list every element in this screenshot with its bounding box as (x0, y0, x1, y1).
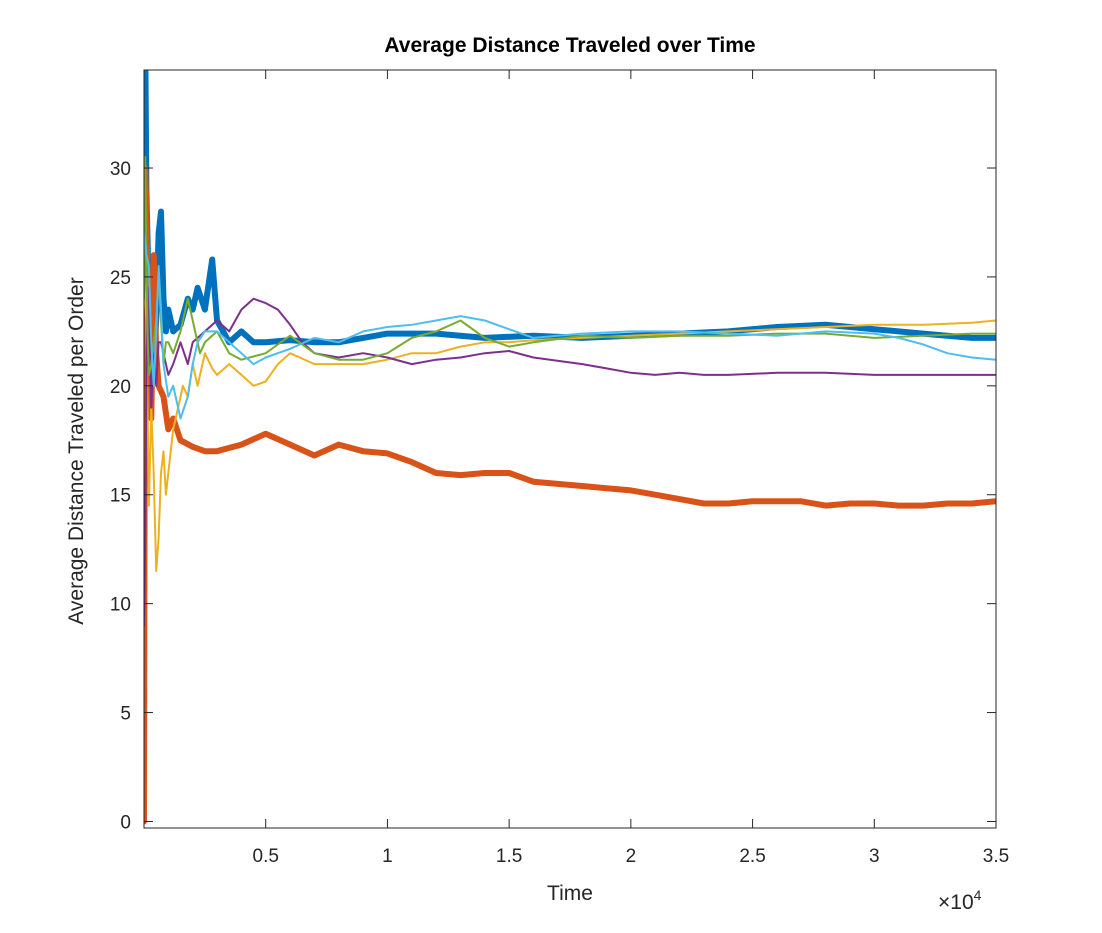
x-tick-label: 3.5 (983, 846, 1009, 867)
x-tick-label: 1 (382, 846, 393, 867)
x-ticks: 0.5 1 1.5 2 2.5 3 3.5 (253, 70, 1009, 867)
y-tick-label: 15 (110, 486, 131, 507)
axes-box (143, 69, 997, 829)
y-tick-label: 25 (110, 268, 131, 289)
plot-area (144, 70, 996, 828)
x-exponent-label: ×104 (938, 887, 982, 914)
y-tick-label: 20 (110, 377, 131, 398)
series-line-6 (144, 232, 996, 420)
x-tick-label: 2 (626, 846, 637, 867)
y-tick-label: 30 (110, 159, 131, 180)
y-axis-label: Average Distance Traveled per Order (65, 277, 88, 624)
x-exponent-base: ×10 (938, 891, 974, 914)
series-line-3 (144, 275, 996, 572)
series-line-2 (144, 165, 996, 825)
x-tick-label: 0.5 (253, 846, 279, 867)
x-tick-label: 2.5 (739, 846, 765, 867)
series-layer (144, 70, 996, 825)
y-ticks: 0 5 10 15 20 25 30 (110, 159, 996, 833)
x-tick-label: 1.5 (496, 846, 522, 867)
series-line-4 (144, 286, 996, 627)
y-tick-label: 5 (120, 704, 131, 725)
chart-title: Average Distance Traveled over Time (384, 34, 755, 57)
y-tick-label: 10 (110, 595, 131, 616)
x-axis-label: Time (547, 882, 593, 905)
x-exponent-power: 4 (974, 887, 982, 903)
y-tick-label: 0 (120, 812, 131, 833)
x-tick-label: 3 (869, 846, 880, 867)
